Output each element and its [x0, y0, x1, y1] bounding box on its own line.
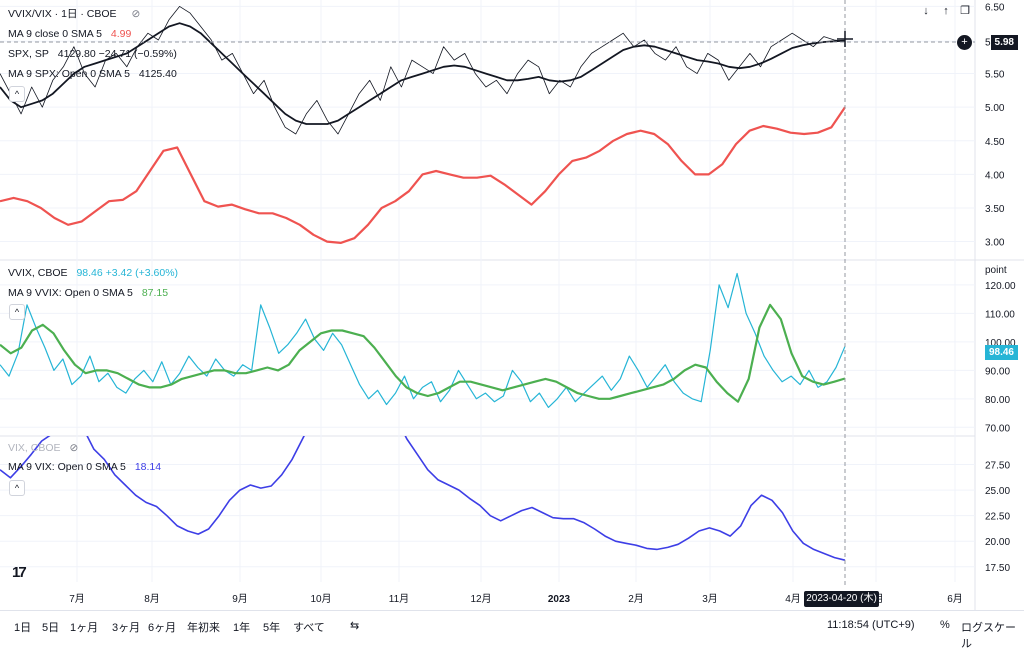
y-tick-label: 90.00: [985, 366, 1010, 377]
y-tick-label: 22.50: [985, 512, 1010, 523]
x-tick-label: 6月: [947, 593, 963, 605]
range-button-8[interactable]: すべて: [293, 622, 325, 634]
x-tick-label: 9月: [232, 593, 248, 605]
range-button-0[interactable]: 1日: [14, 622, 32, 634]
series-line-ma-9-vix-open-0-sma-5: [0, 436, 846, 561]
x-tick-label: 4月: [785, 593, 801, 605]
ma9-value: 4.99: [110, 28, 132, 40]
clock-time[interactable]: 11:18:54 (UTC+9): [827, 619, 915, 631]
tradingview-logo-icon[interactable]: 17: [12, 564, 27, 581]
y-tick-label: 70.00: [985, 423, 1010, 434]
series-line-spx: [0, 106, 846, 244]
y-tick-label: 3.50: [985, 204, 1005, 215]
y-tick-label: 27.50: [985, 461, 1010, 472]
legend-ma9-vvix: MA 9 VVIX: Open 0 SMA 5 87.15: [8, 287, 174, 299]
x-tick-label: 2月: [628, 593, 644, 605]
series-line-ma-9-vvix-open-0-sma-5: [0, 303, 846, 403]
y-tick-label: 5.50: [985, 70, 1005, 81]
add-plus-icon[interactable]: +: [957, 35, 972, 50]
collapse-legend-button-2[interactable]: ^: [9, 304, 25, 320]
series-line-vvix: [0, 272, 846, 408]
y-tick-label: 4.00: [985, 170, 1005, 181]
y-tick-label: 3.00: [985, 238, 1005, 249]
x-tick-label: 12月: [470, 593, 491, 605]
legend-ma9-vix: MA 9 VIX: Open 0 SMA 5 18.14: [8, 461, 167, 473]
x-tick-label: 10月: [310, 593, 331, 605]
axis-unit-label: point: [985, 265, 1007, 276]
x-tick-label: 2023: [548, 594, 571, 605]
ma9-spx-value: 4125.40: [138, 68, 177, 80]
x-tick-label: 3月: [702, 593, 718, 605]
ma9-label: MA 9 close 0 SMA 5: [8, 28, 102, 40]
date-range-icon[interactable]: ⇆: [350, 620, 360, 632]
ma9-vix-label: MA 9 VIX: Open 0 SMA 5: [8, 461, 126, 473]
arrow-down-icon[interactable]: ↓: [923, 5, 929, 17]
series-line-ma-9-close-0-sma-5: [0, 22, 846, 125]
last-price-tag: 5.98: [990, 35, 1018, 50]
range-button-4[interactable]: 6ヶ月: [148, 622, 177, 634]
x-tick-label: 8月: [144, 593, 160, 605]
range-button-2[interactable]: 1ヶ月: [70, 622, 99, 634]
collapse-legend-button[interactable]: ^: [9, 86, 25, 102]
y-tick-label: 25.00: [985, 486, 1010, 497]
x-tick-label: 7月: [69, 593, 85, 605]
spx-value: 4129.80 −24.71 (−0.59%): [57, 48, 177, 60]
legend-vix: VIX, CBOE ⊘: [8, 442, 84, 454]
range-button-7[interactable]: 5年: [263, 622, 281, 634]
eye-hidden-icon[interactable]: ⊘: [131, 8, 141, 20]
legend-spx: SPX, SP 4129.80 −24.71 (−0.59%): [8, 48, 183, 60]
y-tick-label: 110.00: [985, 309, 1015, 320]
legend-vvix-vix: VVIX/VIX · 1日 · CBOE ⊘: [8, 6, 146, 21]
arrow-up-icon[interactable]: ↑: [943, 5, 949, 17]
vix-label: VIX, CBOE: [8, 442, 61, 454]
collapse-legend-button-3[interactable]: ^: [9, 480, 25, 496]
ma9-spx-label: MA 9 SPX: Open 0 SMA 5: [8, 68, 130, 80]
crosshair-date-label: 2023-04-20 (木): [804, 591, 879, 607]
log-scale-toggle[interactable]: ログスケール: [961, 622, 1016, 650]
range-button-1[interactable]: 5日: [42, 622, 60, 634]
y-tick-label: 80.00: [985, 395, 1010, 406]
bottom-toolbar: 1日 5日 1ヶ月 3ヶ月 6ヶ月 年初来 1年 5年 すべて ⇆ 11:18:54 (UTC+…: [0, 610, 1024, 650]
legend-ma9-close: MA 9 close 0 SMA 5 4.99: [8, 28, 137, 40]
ma9-vvix-value: 87.15: [141, 287, 169, 299]
range-button-3[interactable]: 3ヶ月: [112, 622, 141, 634]
y-tick-label: 17.50: [985, 563, 1010, 574]
eye-hidden-icon-2[interactable]: ⊘: [69, 442, 79, 454]
range-button-6[interactable]: 1年: [233, 622, 251, 634]
vvix-price-tag: 98.46: [984, 345, 1018, 360]
ma9-vvix-label: MA 9 VVIX: Open 0 SMA 5: [8, 287, 133, 299]
y-tick-label: 120.00: [985, 281, 1016, 292]
y-tick-label: 100.00: [985, 338, 1016, 349]
y-tick-label: 6.50: [985, 2, 1005, 13]
x-tick-label: 11月: [389, 593, 409, 605]
vvix-label: VVIX, CBOE: [8, 267, 68, 279]
ma9-vix-value: 18.14: [134, 461, 162, 473]
y-tick-label: 20.00: [985, 537, 1010, 548]
spx-label: SPX, SP: [8, 48, 49, 60]
restore-window-icon[interactable]: ❐: [960, 5, 970, 17]
symbol-title: VVIX/VIX · 1日 · CBOE: [8, 8, 117, 20]
y-tick-label: 5.00: [985, 103, 1005, 114]
percent-toggle[interactable]: %: [940, 619, 950, 631]
vvix-value: 98.46 +3.42 (+3.60%): [76, 267, 179, 279]
legend-ma9-spx: MA 9 SPX: Open 0 SMA 5 4125.40: [8, 68, 183, 80]
y-tick-label: 4.50: [985, 137, 1005, 148]
range-button-5[interactable]: 年初来: [187, 622, 220, 634]
legend-vvix: VVIX, CBOE 98.46 +3.42 (+3.60%): [8, 267, 184, 279]
